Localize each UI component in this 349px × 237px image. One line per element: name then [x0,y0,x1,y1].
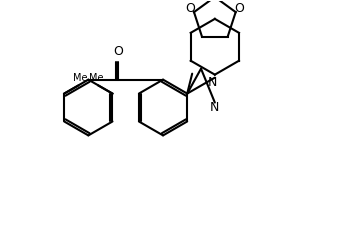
Text: N: N [208,76,217,89]
Text: O: O [235,2,245,15]
Text: O: O [113,45,123,58]
Text: Me: Me [73,73,87,83]
Text: N: N [210,101,220,114]
Text: O: O [185,2,195,15]
Text: Me: Me [89,73,104,83]
